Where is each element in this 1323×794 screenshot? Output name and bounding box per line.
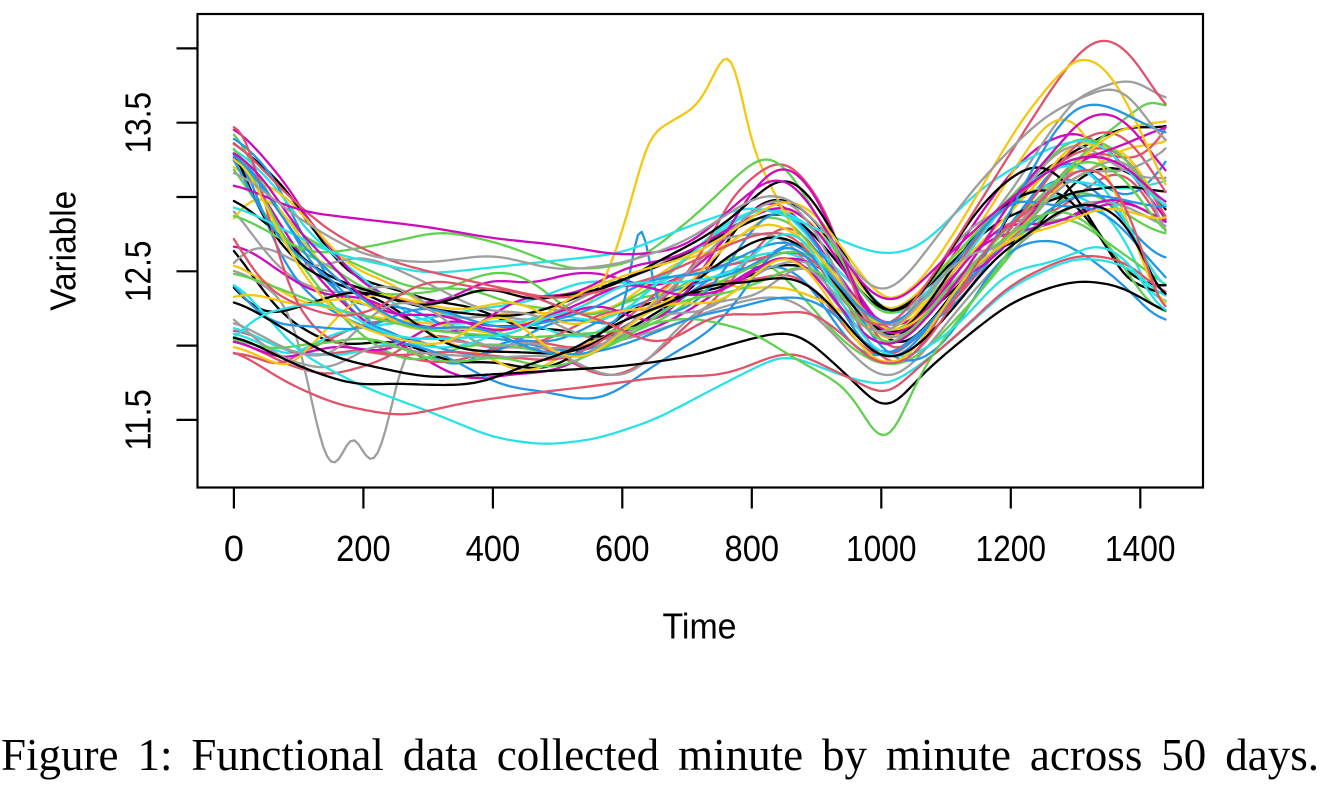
svg-text:11.5: 11.5 [117, 389, 158, 451]
svg-text:1000: 1000 [846, 528, 917, 569]
svg-text:Variable: Variable [42, 191, 83, 311]
svg-text:Time: Time [663, 606, 737, 647]
svg-text:1200: 1200 [976, 528, 1047, 569]
svg-text:800: 800 [725, 528, 780, 569]
svg-text:0: 0 [224, 528, 244, 569]
svg-text:13.5: 13.5 [117, 92, 158, 154]
svg-text:600: 600 [595, 528, 650, 569]
svg-text:12.5: 12.5 [117, 241, 158, 303]
svg-text:1400: 1400 [1105, 528, 1176, 569]
svg-text:200: 200 [336, 528, 391, 569]
svg-text:400: 400 [466, 528, 521, 569]
